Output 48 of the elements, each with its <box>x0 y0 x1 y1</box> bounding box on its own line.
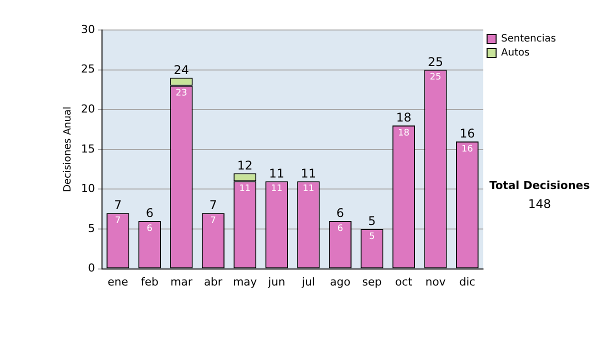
legend-label: Autos <box>501 48 530 59</box>
data-label: 23 <box>176 88 188 99</box>
text: 148 <box>528 197 552 212</box>
x-tick-label: mar <box>170 275 193 288</box>
y-tick-label: 10 <box>80 182 95 196</box>
x-tick-label: jun <box>267 275 286 288</box>
text: Total Decisiones <box>489 178 590 192</box>
x-tick-label: oct <box>395 275 413 288</box>
x-tick-label: sep <box>362 275 382 288</box>
x-tick-label: dic <box>459 275 476 288</box>
x-tick-label: abr <box>204 275 223 288</box>
data-label: 7 <box>210 216 216 226</box>
y-tick-label: 15 <box>80 142 95 156</box>
x-tick-label: jul <box>300 275 315 288</box>
y-tick-label: 5 <box>88 222 95 235</box>
y-axis-title: Decisiones Anual <box>62 106 74 192</box>
data-label: 6 <box>337 224 344 234</box>
x-tick-label: feb <box>140 275 158 288</box>
x-tick-label: may <box>232 275 258 288</box>
x-tick-label: nov <box>425 275 446 288</box>
total-label: 16 <box>460 126 475 141</box>
total-label: 11 <box>269 166 284 180</box>
data-label: 6 <box>146 224 153 234</box>
y-tick-label: 30 <box>80 22 95 36</box>
total-label: 7 <box>114 198 122 212</box>
data-label: 11 <box>239 184 251 194</box>
total-label: 6 <box>146 206 154 220</box>
total-label: 11 <box>300 166 316 180</box>
data-label: 25 <box>430 72 442 83</box>
data-label: 11 <box>270 184 282 194</box>
total-label: 7 <box>209 198 217 212</box>
data-label: 5 <box>369 232 375 242</box>
data-label: 11 <box>302 184 314 194</box>
x-tick-label: ene <box>108 275 128 288</box>
total-label: 18 <box>396 110 412 125</box>
data-label: 18 <box>398 128 410 138</box>
total-label: 6 <box>336 206 344 220</box>
total-label: 24 <box>174 62 190 77</box>
legend-label: Sentencias <box>501 34 556 45</box>
y-tick-label: 25 <box>80 62 95 76</box>
total-label: 25 <box>428 54 444 69</box>
x-tick-label: ago <box>330 275 351 288</box>
total-label: 12 <box>237 158 253 172</box>
total-label: 5 <box>368 214 376 228</box>
data-label: 16 <box>462 144 474 154</box>
y-tick-label: 20 <box>80 102 95 116</box>
data-label: 7 <box>115 216 121 226</box>
y-tick-label: 0 <box>88 262 95 275</box>
